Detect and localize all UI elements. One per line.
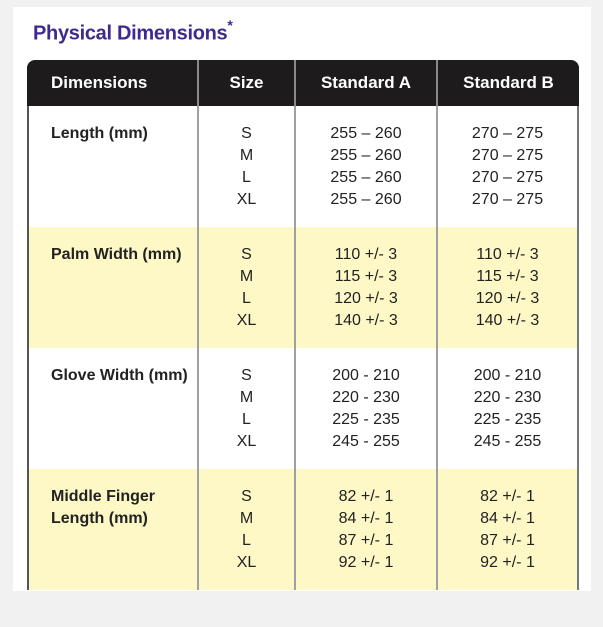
size-cell: S M L XL bbox=[197, 348, 294, 469]
cell-value: 270 – 275 bbox=[471, 169, 544, 186]
table-row: Middle Finger Length (mm) S M L XL 82 +/- 1 84… bbox=[27, 469, 579, 590]
cell-value: 225 - 235 bbox=[332, 411, 400, 428]
title-text: Physical Dimensions bbox=[33, 22, 228, 45]
cell-value: L bbox=[242, 532, 251, 549]
row-label: Palm Width (mm) bbox=[51, 246, 182, 263]
size-cell: S M L XL bbox=[197, 227, 294, 348]
header-standard-b: Standard B bbox=[436, 60, 579, 106]
cell-value: 220 - 230 bbox=[332, 389, 400, 406]
header-standard-a: Standard A bbox=[294, 60, 436, 106]
cell-value: S bbox=[241, 125, 252, 142]
cell-value: 245 - 255 bbox=[332, 433, 400, 450]
standard-b-cell: 200 - 210 220 - 230 225 - 235 245 - 255 bbox=[436, 348, 577, 469]
row-label: Glove Width (mm) bbox=[51, 367, 188, 384]
cell-value: 110 +/- 3 bbox=[334, 246, 398, 263]
cell-value: 225 - 235 bbox=[473, 411, 542, 428]
cell-value: L bbox=[242, 169, 251, 186]
cell-value: 270 – 275 bbox=[471, 147, 544, 164]
dimensions-table: Dimensions Size Standard A Standard B Le… bbox=[27, 60, 579, 590]
cell-value: 115 +/- 3 bbox=[334, 268, 398, 285]
cell-value: 110 +/- 3 bbox=[476, 246, 539, 263]
table-row: Palm Width (mm) S M L XL 110 +/- 3 115 +/- 3 12… bbox=[27, 227, 579, 348]
cell-value: 115 +/- 3 bbox=[476, 268, 539, 285]
cell-value: 140 +/- 3 bbox=[334, 312, 398, 329]
standard-a-cell: 110 +/- 3 115 +/- 3 120 +/- 3 140 +/- 3 bbox=[294, 227, 436, 348]
cell-value: 87 +/- 1 bbox=[338, 532, 394, 549]
cell-value: M bbox=[239, 147, 254, 164]
cell-value: 84 +/- 1 bbox=[480, 510, 535, 527]
cell-value: 270 – 275 bbox=[471, 125, 544, 142]
table-header: Dimensions Size Standard A Standard B bbox=[27, 60, 579, 106]
page-title: Physical Dimensions* bbox=[33, 17, 233, 46]
cell-value: S bbox=[241, 246, 252, 263]
standard-a-cell: 82 +/- 1 84 +/- 1 87 +/- 1 92 +/- 1 bbox=[294, 469, 436, 590]
cell-value: L bbox=[242, 290, 251, 307]
cell-value: XL bbox=[236, 433, 257, 450]
standard-b-cell: 82 +/- 1 84 +/- 1 87 +/- 1 92 +/- 1 bbox=[436, 469, 577, 590]
size-cell: S M L XL bbox=[197, 106, 294, 227]
cell-value: S bbox=[241, 367, 252, 384]
size-cell: S M L XL bbox=[197, 469, 294, 590]
cell-value: 140 +/- 3 bbox=[475, 312, 540, 329]
cell-value: 270 – 275 bbox=[471, 191, 544, 208]
standard-a-cell: 200 - 210 220 - 230 225 - 235 245 - 255 bbox=[294, 348, 436, 469]
cell-value: 255 – 260 bbox=[330, 147, 402, 164]
cell-value: 82 +/- 1 bbox=[338, 488, 394, 505]
cell-value: 255 – 260 bbox=[330, 191, 402, 208]
header-dimensions: Dimensions bbox=[51, 73, 148, 92]
cell-value: 200 - 210 bbox=[332, 367, 400, 384]
cell-value: 87 +/- 1 bbox=[480, 532, 535, 549]
footnote-mark: * bbox=[227, 17, 233, 33]
table-row: Glove Width (mm) S M L XL 200 - 210 220 - 230 2… bbox=[27, 348, 579, 469]
cell-value: M bbox=[239, 510, 254, 527]
row-label: Length (mm) bbox=[51, 125, 148, 142]
cell-value: 92 +/- 1 bbox=[480, 554, 535, 571]
row-label: Middle Finger Length (mm) bbox=[51, 488, 155, 527]
cell-value: S bbox=[241, 488, 252, 505]
standard-b-cell: 270 – 275 270 – 275 270 – 275 270 – 275 bbox=[436, 106, 577, 227]
cell-value: M bbox=[239, 389, 254, 406]
cell-value: 92 +/- 1 bbox=[338, 554, 394, 571]
cell-value: 255 – 260 bbox=[330, 125, 402, 142]
cell-value: L bbox=[242, 411, 251, 428]
standard-b-cell: 110 +/- 3 115 +/- 3 120 +/- 3 140 +/- 3 bbox=[436, 227, 577, 348]
cell-value: XL bbox=[236, 312, 257, 329]
cell-value: 255 – 260 bbox=[330, 169, 402, 186]
cell-value: XL bbox=[236, 191, 257, 208]
cell-value: 120 +/- 3 bbox=[475, 290, 540, 307]
cell-value: XL bbox=[236, 554, 257, 571]
standard-a-cell: 255 – 260 255 – 260 255 – 260 255 – 260 bbox=[294, 106, 436, 227]
cell-value: 120 +/- 3 bbox=[334, 290, 398, 307]
cell-value: 84 +/- 1 bbox=[338, 510, 394, 527]
cell-value: 82 +/- 1 bbox=[480, 488, 535, 505]
header-size: Size bbox=[197, 60, 294, 106]
table-row: Length (mm) S M L XL 255 – 260 255 – 260 255 – … bbox=[27, 106, 579, 227]
cell-value: M bbox=[239, 268, 254, 285]
cell-value: 220 - 230 bbox=[473, 389, 542, 406]
cell-value: 245 - 255 bbox=[473, 433, 542, 450]
cell-value: 200 - 210 bbox=[473, 367, 542, 384]
content-panel: Physical Dimensions* Dimensions Size Sta… bbox=[13, 7, 591, 591]
